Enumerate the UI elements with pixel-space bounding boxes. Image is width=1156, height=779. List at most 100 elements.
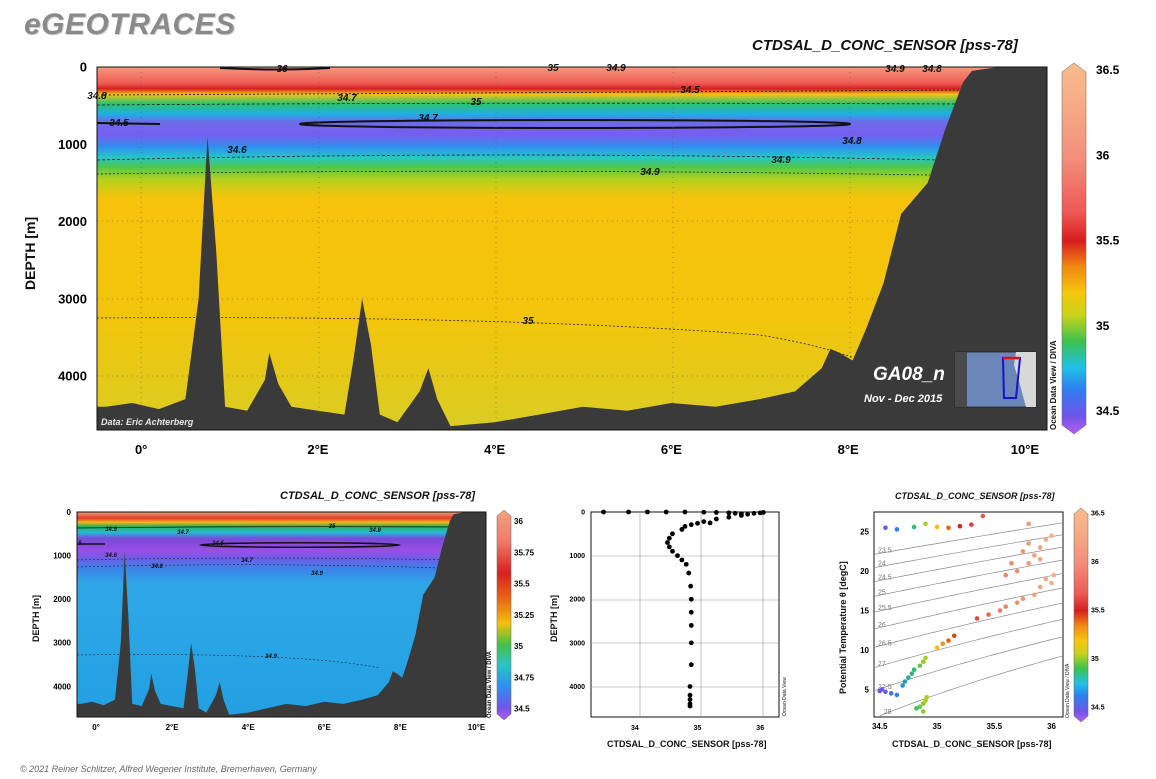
- ts-point: [894, 692, 900, 698]
- profile-point: [687, 684, 693, 689]
- brand-logo: eGEOTRACES: [24, 8, 236, 41]
- ts-point: [1037, 557, 1043, 562]
- y-tick-label: 0: [80, 60, 87, 75]
- colorbar-tick-label: 35: [514, 642, 523, 651]
- colorbar-tick-label: 35.75: [514, 548, 535, 557]
- isopycnal-line: [873, 534, 1064, 569]
- ts-point: [911, 524, 917, 530]
- profile-point: [626, 509, 631, 515]
- ts-point: [1020, 596, 1026, 602]
- y-tick-label: 2000: [53, 595, 71, 604]
- colorbar-tick-label: 36.5: [1096, 63, 1120, 77]
- y-tick-label: 3000: [58, 291, 87, 306]
- cruise-name: GA08_n: [873, 364, 945, 385]
- colorbar-tick-label: 36.5: [1091, 510, 1105, 517]
- x-tick-label: 36: [1047, 722, 1056, 731]
- contour-label: 36: [276, 64, 288, 75]
- profile-point: [688, 609, 694, 615]
- ts-point: [1009, 560, 1014, 566]
- colorbar-tick-label: 34.5: [1091, 705, 1105, 712]
- x-tick-label: 8°E: [394, 723, 408, 732]
- profile-point: [739, 513, 744, 518]
- contour-label: 5: [78, 541, 82, 547]
- ts-point: [923, 521, 928, 527]
- ts-point: [909, 671, 915, 676]
- ts-point: [951, 633, 957, 639]
- x-tick-label: 35: [933, 722, 942, 731]
- contour-label: 34.7: [337, 93, 357, 104]
- ts-point: [1032, 592, 1037, 598]
- contour-label: 34.8: [922, 64, 942, 75]
- ts-point: [1049, 580, 1054, 586]
- ts-point: [1037, 584, 1043, 590]
- odv-credit-main: Ocean Data View / DIVA: [1049, 340, 1058, 430]
- isopycnal-label: 23.5: [878, 547, 892, 554]
- profile-point: [732, 510, 738, 516]
- ts-point: [906, 675, 911, 680]
- contour-label: 34.9: [640, 167, 660, 178]
- profile-points: [601, 509, 766, 709]
- profile-point: [682, 509, 688, 515]
- x-tick-label: 4°E: [242, 723, 256, 732]
- contour-label: 34.9: [265, 654, 277, 660]
- profile-point: [679, 557, 685, 563]
- contour-label: 34.5: [680, 85, 700, 96]
- ts-point: [917, 663, 923, 669]
- profile-point: [760, 510, 766, 515]
- ts-point: [1026, 560, 1031, 566]
- colorbar-tick-label: 36: [514, 517, 523, 526]
- main-chart-title: CTDSAL_D_CONC_SENSOR [pss-78]: [752, 37, 1018, 54]
- y-tick-label: 20: [860, 567, 869, 576]
- main-y-axis-label: DEPTH [m]: [22, 216, 38, 290]
- ts-point: [946, 638, 951, 643]
- contour-label: 34.5: [109, 118, 129, 129]
- colorbar-tick-label: 34.75: [514, 673, 535, 682]
- isopycnal-label: 28: [884, 709, 892, 716]
- small-colorbar: [496, 509, 512, 721]
- colorbar-tick-label: 35.25: [514, 611, 535, 620]
- x-tick-label: 35: [694, 725, 702, 732]
- y-tick-label: 4000: [58, 368, 87, 383]
- y-tick-label: 4000: [569, 684, 585, 691]
- ts-point: [957, 523, 963, 529]
- y-tick-label: 4000: [53, 682, 71, 691]
- profile-point: [713, 516, 719, 522]
- contour-label: 34.9: [885, 64, 905, 75]
- ts-point: [997, 608, 1003, 613]
- contour-label: 34.8: [151, 564, 163, 570]
- data-credit: Data: Eric Achterberg: [101, 417, 194, 427]
- ts-point: [911, 667, 917, 672]
- profile-x-axis-label: CTDSAL_D_CONC_SENSOR [pss-78]: [607, 739, 767, 749]
- ts-point: [1003, 604, 1009, 609]
- profile-point: [751, 510, 757, 516]
- ts-points: [877, 513, 1057, 714]
- profile-point: [726, 514, 732, 520]
- ts-y-axis-label: Potential Temperature θ [degC]: [838, 561, 848, 694]
- y-tick-label: 3000: [569, 640, 585, 647]
- x-tick-label: 36: [756, 725, 764, 732]
- ts-chart-title: CTDSAL_D_CONC_SENSOR [pss-78]: [895, 491, 1055, 501]
- contour-label: 34.6: [227, 145, 247, 156]
- isopycnal-line: [873, 546, 1064, 583]
- ts-point: [923, 655, 928, 661]
- ts-point: [883, 525, 888, 531]
- profile-point: [682, 523, 688, 529]
- ts-point: [883, 689, 888, 695]
- ts-point: [1014, 568, 1020, 574]
- ts-point: [934, 524, 940, 530]
- contour-label: 34.5: [212, 541, 224, 547]
- copyright-footer: © 2021 Reiner Schlitzer, Alfred Wegener …: [20, 764, 317, 774]
- contour-label: 34.9: [771, 155, 791, 166]
- odv-credit-ts: Ocean Data View / DIVA: [1065, 663, 1071, 718]
- y-tick-label: 5: [865, 685, 870, 694]
- contour-label: 34.8: [87, 91, 107, 102]
- ts-point: [1026, 541, 1031, 546]
- isopycnal-line: [873, 618, 1064, 669]
- profile-point: [666, 544, 672, 550]
- y-tick-label: 0: [67, 508, 72, 517]
- profile-point: [683, 561, 689, 567]
- ts-point: [894, 527, 900, 532]
- y-tick-label: 10: [860, 646, 869, 655]
- y-tick-label: 1000: [569, 553, 585, 560]
- contour-label: 34.8: [369, 528, 381, 534]
